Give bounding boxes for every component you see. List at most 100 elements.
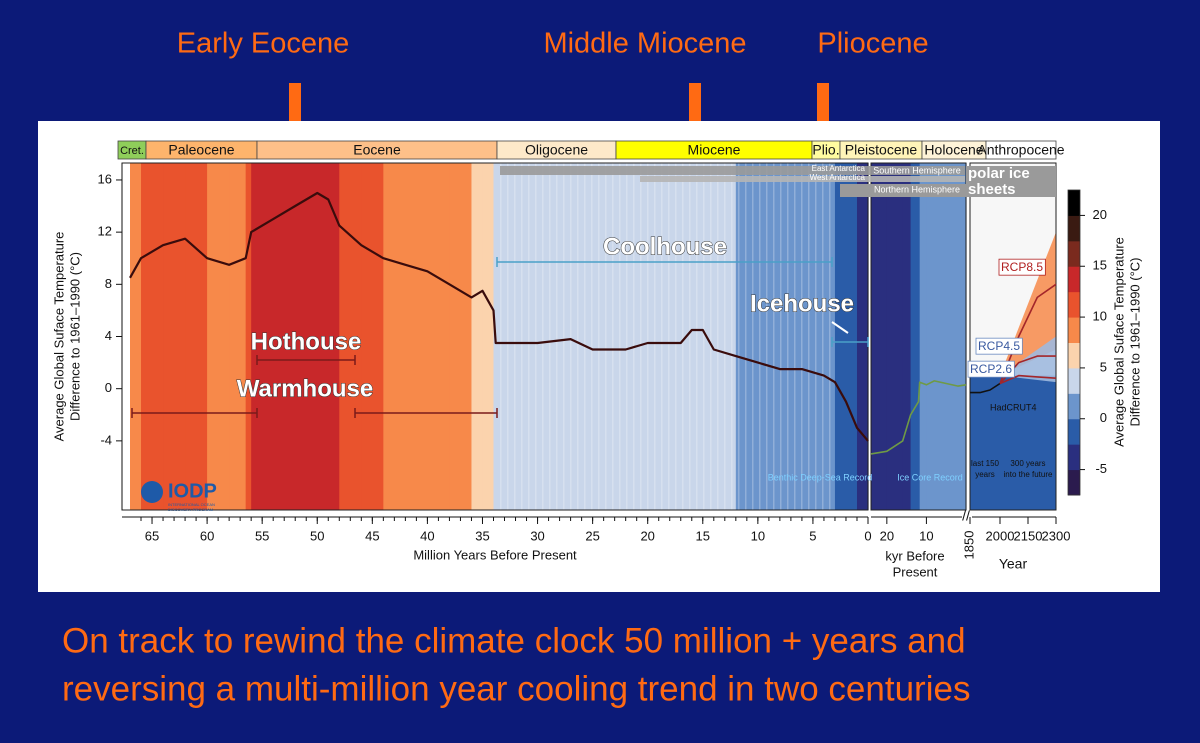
x-tick-label: 20	[640, 528, 654, 543]
texture-streak	[619, 163, 621, 510]
x-tick-label: 55	[255, 528, 269, 543]
logo-name: IODP	[168, 480, 217, 502]
temperature-stripe	[361, 163, 384, 510]
texture-streak	[598, 163, 600, 510]
series-label-box	[967, 360, 1015, 378]
x-tick-label: 10	[751, 528, 765, 543]
epoch-label: Paleocene	[168, 142, 234, 158]
colorbar-segment	[1068, 393, 1080, 420]
texture-streak	[829, 163, 831, 510]
header-label: Early Eocene	[177, 28, 350, 60]
logo-subtitle: DISCOVERY PROGRAM	[168, 507, 213, 512]
x-axis-label: Present	[893, 564, 938, 579]
texture-streak	[808, 163, 810, 510]
temperature-stripe	[339, 163, 362, 510]
series-label-box	[975, 337, 1023, 355]
series-line	[129, 191, 869, 442]
texture-streak	[570, 163, 572, 510]
header-label: Middle Miocene	[543, 28, 746, 60]
chart: Cret. Paleocene Eocene Oligocene Miocene Plio…	[51, 140, 1142, 579]
temperature-stripe	[801, 163, 825, 510]
y-tick-label: 4	[105, 328, 112, 343]
temperature-stripe	[207, 163, 230, 510]
temperature-stripe	[471, 163, 484, 510]
panel-note: 300 years	[1010, 459, 1045, 468]
ice-bar	[500, 166, 965, 175]
regime-label: Warmhouse	[237, 375, 373, 402]
temperature-stripe	[691, 163, 704, 510]
x-tick-label: 2150	[1014, 528, 1043, 543]
temperature-stripe	[918, 163, 921, 510]
texture-streak	[577, 163, 579, 510]
caption: reversing a multi-million year cooling t…	[62, 669, 970, 708]
temperature-stripe	[958, 163, 967, 510]
x-tick-label: 10	[919, 528, 933, 543]
texture-streak	[696, 163, 698, 510]
y-tick-label: -4	[100, 432, 112, 447]
y-tick-label: 0	[105, 380, 112, 395]
colorbar-tick-label: 20	[1093, 207, 1107, 222]
ice-sheet-label: East Antarctica	[812, 164, 866, 173]
x-tick-label: 60	[200, 528, 214, 543]
colorbar-segment	[1068, 291, 1080, 318]
texture-streak	[815, 163, 817, 510]
series-label: HadCRUT4	[990, 402, 1037, 412]
arrow-shaft	[817, 83, 829, 125]
temperature-stripe	[130, 163, 142, 510]
texture-streak	[654, 163, 656, 510]
temperature-stripe	[482, 163, 495, 510]
arrow-shaft	[289, 83, 301, 125]
colorbar-segment	[1068, 317, 1080, 343]
texture-streak	[787, 163, 789, 510]
texture-streak	[766, 163, 768, 510]
colorbar-segment	[1068, 240, 1080, 267]
temperature-stripe	[823, 163, 836, 510]
panel-note: years	[975, 470, 995, 479]
epoch-label: Eocene	[353, 142, 401, 158]
texture-streak	[661, 163, 663, 510]
x-tick-label: 25	[585, 528, 599, 543]
temperature-stripe	[871, 163, 888, 510]
texture-streak	[514, 163, 516, 510]
texture-streak	[752, 163, 754, 510]
arrow-shaft	[689, 83, 701, 125]
texture-streak	[542, 163, 544, 510]
ice-bar	[640, 176, 965, 182]
colorbar-frame	[1067, 189, 1081, 496]
panel-note: into the future	[1004, 470, 1053, 479]
texture-streak	[682, 163, 684, 510]
temperature-stripe	[449, 163, 473, 510]
series-line	[999, 374, 1057, 385]
colorbar-segment	[1068, 469, 1080, 496]
panel-note: last 150	[971, 459, 1000, 468]
epoch-label: Cret.	[120, 145, 144, 157]
texture-streak	[668, 163, 670, 510]
temperature-stripe	[902, 163, 912, 510]
colorbar-tick-label: 0	[1100, 410, 1107, 425]
x-tick-label: 40	[420, 528, 434, 543]
future-bg-blue	[970, 375, 1056, 510]
temperature-stripe	[757, 163, 781, 510]
temperature-stripe	[926, 163, 935, 510]
temperature-stripe	[845, 163, 858, 510]
texture-streak	[500, 163, 502, 510]
series-line	[999, 283, 1057, 384]
regime-label: Coolhouse	[603, 233, 727, 260]
epoch-label: Holocene	[924, 142, 983, 158]
temperature-stripe	[625, 163, 649, 510]
y-axis-label: Difference to 1961–1990 (°C)	[67, 252, 82, 421]
ice-bar	[840, 184, 966, 197]
temperature-stripe	[273, 163, 296, 510]
colorbar-label: Average Global Suface Temperature	[1111, 237, 1126, 447]
temperature-stripe	[735, 163, 759, 510]
pointer	[831, 321, 849, 334]
texture-streak	[703, 163, 705, 510]
temperature-stripe	[405, 163, 429, 510]
x-tick-label: 1850	[961, 531, 976, 560]
colorbar-tick-label: 10	[1093, 309, 1107, 324]
x-tick-label: 65	[145, 528, 159, 543]
colorbar-segment	[1068, 444, 1080, 471]
temperature-stripe	[383, 163, 406, 510]
series-label: RCP8.5	[1001, 260, 1043, 274]
texture-streak	[794, 163, 796, 510]
